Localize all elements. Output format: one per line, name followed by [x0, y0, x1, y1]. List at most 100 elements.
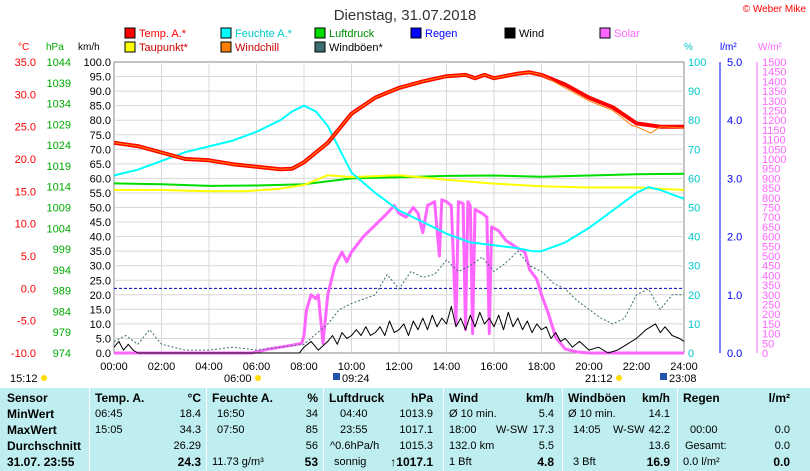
x-tick-label: 04:00	[195, 361, 223, 373]
table-cell: 04:40	[340, 408, 368, 420]
summary-table: Sensor MinWert MaxWert Durchschnitt 31.0…	[0, 388, 810, 471]
hum-tick-label: 80	[688, 115, 700, 127]
x-tick-label: 02:00	[148, 361, 176, 373]
x-tick-label: 08:00	[290, 361, 318, 373]
press-tick-label: 1019	[47, 161, 71, 173]
solar-tick-label: 800	[762, 193, 780, 205]
solar-tick-label: 400	[762, 270, 780, 282]
table-cell: ^0.6hPa/h	[330, 440, 380, 452]
hum-tick-label: 60	[688, 173, 700, 185]
end-label: 23:08	[669, 373, 697, 385]
wind-tick-label: 85.0	[90, 101, 111, 113]
press-tick-label: 984	[53, 306, 71, 318]
temp-unit-label: °C	[18, 42, 29, 53]
row-label: Durchschnitt	[7, 439, 82, 453]
column-unit: °C	[187, 391, 201, 405]
x-tick-label: 18:00	[528, 361, 556, 373]
column-unit: km/h	[525, 391, 554, 405]
table-cell: 11.73 g/m³	[212, 456, 264, 468]
chart-axes: 35.0 30.0 25.0 20.0 15.0 10.0 5.0 0.0 -5.0 -10.0 1…	[11, 57, 787, 373]
table-cell: Ø 10 min.	[568, 408, 616, 420]
axis-unit-labels: °C hPa km/h % l/m² W/m²	[18, 42, 783, 53]
press-tick-label: 989	[53, 286, 71, 298]
hum-tick-label: 0	[688, 348, 694, 360]
solar-tick-label: 1400	[762, 76, 786, 88]
legend-label: Feuchte A.*	[235, 28, 293, 40]
legend-label: Regen	[425, 28, 457, 40]
table-cell: W-SW	[496, 424, 528, 436]
press-tick-label: 1039	[47, 78, 71, 90]
table-divider	[206, 388, 207, 471]
hum-tick-label: 90	[688, 86, 700, 98]
wind-tick-label: 35.0	[90, 246, 111, 258]
temp-tick-label: -5.0	[17, 316, 36, 328]
rain-column: Regen l/m² 00:00 0.0 Gesamt: 0.0 0.0 l/m…	[678, 388, 810, 471]
sensor-column: Sensor MinWert MaxWert Durchschnitt 31.0…	[0, 388, 89, 471]
table-cell: 14.1	[648, 408, 670, 420]
table-cell: 15:05	[95, 424, 123, 436]
table-cell: 17.3	[532, 424, 554, 436]
table-divider	[323, 388, 324, 471]
column-unit: hPa	[410, 391, 433, 405]
column-unit: %	[307, 391, 318, 405]
press-tick-label: 1009	[47, 203, 71, 215]
legend-label: Solar	[614, 28, 640, 40]
press-tick-label: 1024	[47, 140, 71, 152]
series-line-taupunkt	[114, 174, 685, 193]
press-tick-label: 1029	[47, 119, 71, 131]
wind-tick-label: 20.0	[90, 290, 111, 302]
table-cell: W-SW	[613, 424, 645, 436]
solar-tick-label: 700	[762, 212, 780, 224]
legend-label: Taupunkt*	[139, 42, 189, 54]
wind-tick-label: 55.0	[90, 188, 111, 200]
rain-tick-label: 2.0	[727, 232, 742, 244]
plot-grid	[114, 62, 684, 353]
copyright-notice[interactable]: © Weber Mike	[743, 4, 807, 15]
table-cell: 26.29	[173, 440, 201, 452]
solar-tick-label: 300	[762, 290, 780, 302]
hum-unit-label: %	[684, 42, 693, 53]
temp-tick-label: 0.0	[21, 283, 36, 295]
legend-label: Wind	[519, 28, 544, 40]
wind-tick-label: 95.0	[90, 72, 111, 84]
temp-tick-label: 25.0	[15, 122, 36, 134]
table-cell: 3 Bft	[573, 456, 596, 468]
table-divider	[89, 388, 90, 471]
column-unit: l/m²	[768, 391, 790, 405]
x-tick-label: 16:00	[480, 361, 508, 373]
solar-tick-label: 950	[762, 164, 780, 176]
column-header: Sensor	[7, 391, 48, 405]
solar-tick-label: 100	[762, 329, 780, 341]
temp-column: Temp. A. °C 06:45 18.4 15:05 34.3 26.29 …	[90, 388, 206, 471]
legend-swatch	[314, 27, 326, 39]
press-unit-label: hPa	[46, 42, 64, 53]
legend-swatch	[124, 27, 136, 39]
table-cell: 14:05	[573, 424, 601, 436]
wind-tick-label: 45.0	[90, 217, 111, 229]
hum-tick-label: 70	[688, 144, 700, 156]
chart-legend: Temp. A.* Feuchte A.* Luftdruck Regen Wind So…	[124, 27, 640, 54]
wind-tick-label: 80.0	[90, 115, 111, 127]
temp-tick-label: -10.0	[11, 348, 36, 360]
press-column: Luftdruck hPa 04:40 1013.9 23:55 1017.1 …	[324, 388, 443, 471]
x-tick-label: 06:00	[243, 361, 271, 373]
legend-swatch	[220, 41, 232, 53]
legend-swatch	[124, 41, 136, 53]
table-cell: 4.8	[537, 455, 554, 469]
solar-tick-label: 1450	[762, 67, 786, 79]
table-cell: Ø 10 min.	[449, 408, 497, 420]
table-cell: 1013.9	[399, 408, 433, 420]
table-divider	[562, 388, 563, 471]
moonset-icon	[660, 373, 667, 380]
x-tick-label: 24:00	[670, 361, 698, 373]
wind-tick-label: 65.0	[90, 159, 111, 171]
table-cell: 1 Bft	[449, 456, 472, 468]
sunrise-label: 06:00	[224, 373, 252, 385]
solar-tick-label: 250	[762, 300, 780, 312]
table-cell: 53	[304, 455, 318, 469]
table-cell: 34.3	[179, 424, 201, 436]
legend-swatch	[599, 27, 611, 39]
rain-tick-label: 1.0	[727, 290, 742, 302]
column-header: Feuchte A.	[212, 391, 273, 405]
